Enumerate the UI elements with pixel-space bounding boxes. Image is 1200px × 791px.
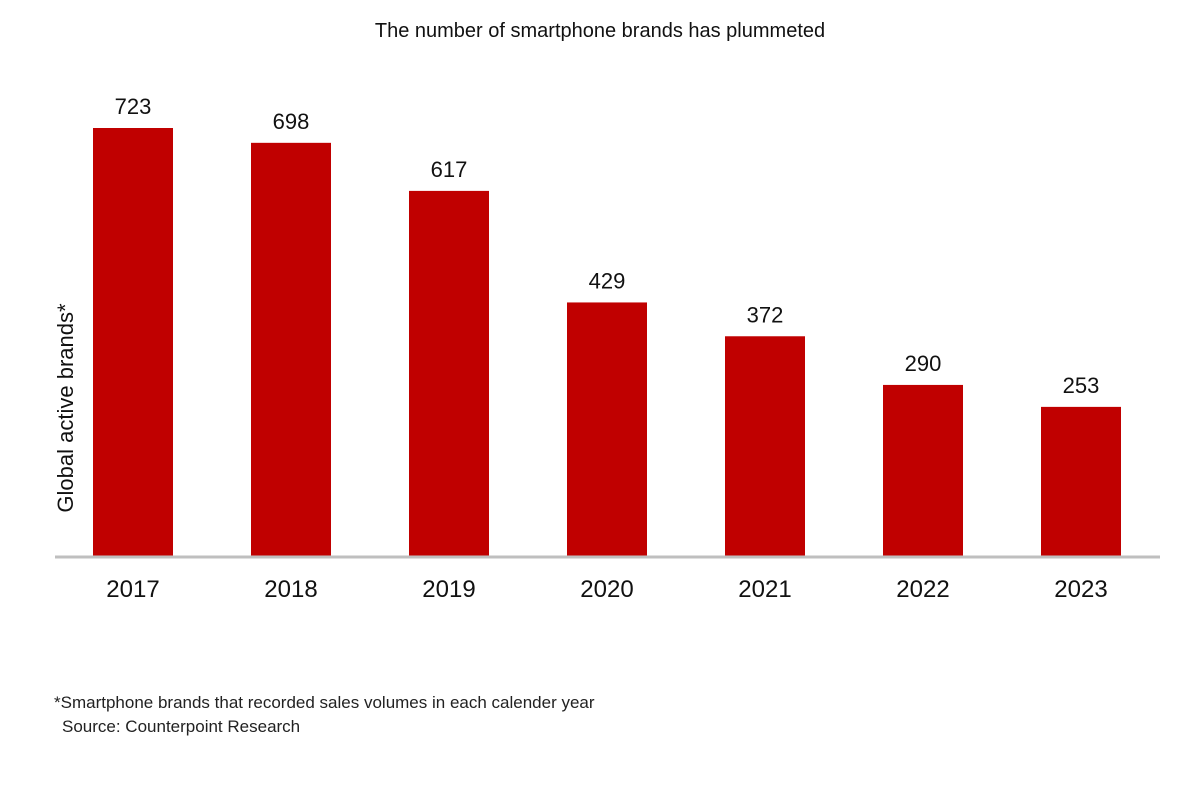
bars-group bbox=[93, 128, 1121, 557]
bar-2021 bbox=[725, 336, 805, 557]
x-tick-label-2023: 2023 bbox=[1054, 576, 1107, 603]
value-label-2021: 372 bbox=[747, 302, 784, 327]
x-tick-label-2020: 2020 bbox=[580, 576, 633, 603]
value-label-2022: 290 bbox=[905, 351, 942, 376]
x-tick-label-2018: 2018 bbox=[264, 576, 317, 603]
bar-2023 bbox=[1041, 406, 1121, 557]
y-axis-label: Global active brands* bbox=[53, 303, 78, 513]
bar-2022 bbox=[883, 384, 963, 557]
bar-2018 bbox=[251, 142, 331, 557]
bar-2019 bbox=[409, 190, 489, 557]
value-label-2023: 253 bbox=[1063, 373, 1100, 398]
footnote: *Smartphone brands that recorded sales v… bbox=[54, 693, 595, 712]
x-tick-labels-group: 2017 2018 2019 2020 2021 2022 2023 bbox=[106, 576, 1107, 603]
value-labels-group: 723 698 617 429 372 290 253 bbox=[115, 94, 1100, 398]
value-label-2019: 617 bbox=[431, 157, 468, 182]
x-tick-label-2017: 2017 bbox=[106, 576, 159, 603]
chart-title: The number of smartphone brands has plum… bbox=[375, 20, 825, 42]
bar-2017 bbox=[93, 128, 173, 557]
value-label-2017: 723 bbox=[115, 94, 152, 119]
x-tick-label-2019: 2019 bbox=[422, 576, 475, 603]
x-tick-label-2022: 2022 bbox=[896, 576, 949, 603]
bar-2020 bbox=[567, 302, 647, 557]
value-label-2020: 429 bbox=[589, 268, 626, 293]
source-note: Source: Counterpoint Research bbox=[62, 717, 301, 736]
value-label-2018: 698 bbox=[273, 109, 310, 134]
x-tick-label-2021: 2021 bbox=[738, 576, 791, 603]
